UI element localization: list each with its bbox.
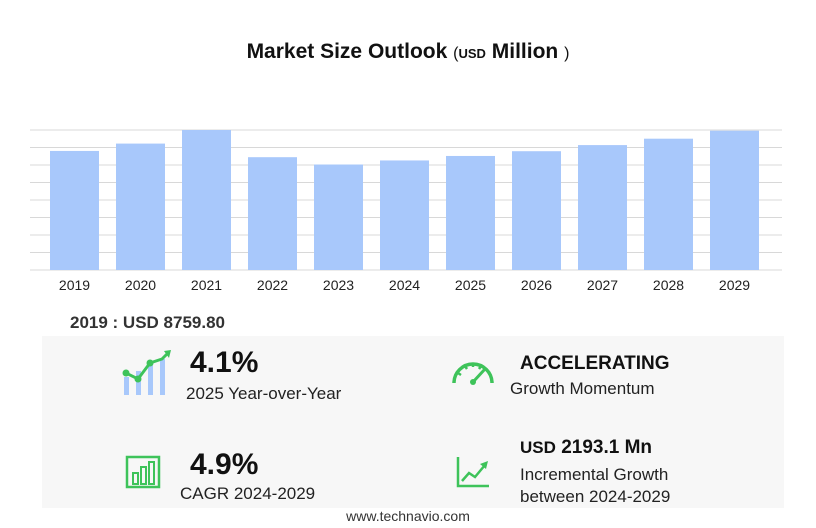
x-tick-label-2025: 2025 [455,277,486,293]
bar-2027 [578,145,627,270]
bar-2023 [314,164,363,270]
x-tick-label-2019: 2019 [59,277,90,293]
cagr-chart-icon [125,455,161,489]
title-text: Market Size Outlook [246,40,448,63]
x-tick-label-2021: 2021 [191,277,222,293]
yoy-label: 2025 Year-over-Year [186,384,342,403]
cagr-label: CAGR 2024-2029 [180,484,316,503]
unit-currency: USD [458,46,486,61]
unit-scale: Million [491,40,559,63]
momentum-label: Growth Momentum [510,379,655,398]
x-tick-label-2022: 2022 [257,277,288,293]
bar-2022 [248,157,297,270]
cagr-value: 4.9% [190,448,259,481]
incremental-label-line1: Incremental Growth [520,465,669,484]
incremental-amount: 2193.1 Mn [561,437,653,458]
yoy-growth-icon [122,350,171,395]
x-tick-label-2029: 2029 [719,277,750,293]
unit-close-paren: ) [564,45,570,62]
source-footer: www.technavio.com [346,508,470,524]
x-tick-label-2028: 2028 [653,277,684,293]
yoy-value: 4.1% [190,346,259,379]
bar-2021 [182,130,231,270]
chart-title: Market Size Outlook (USD Million ) [0,40,816,64]
bar-2025 [446,155,495,270]
x-tick-label-2027: 2027 [587,277,618,293]
incremental-currency: USD [520,438,556,457]
speedometer-icon [452,362,494,385]
bar-chart: 2019 2020 2021 2022 2023 2024 2025 2026 2027 2028… [30,129,782,293]
bar-2019 [50,150,99,270]
unit-open-paren: ( [453,45,459,62]
incremental-label-line2: between 2024-2029 [520,487,671,506]
incremental-growth-icon [456,457,489,488]
kpi-panel [42,336,784,508]
baseline-value: 2019 : USD 8759.80 [70,313,225,332]
x-tick-label-2020: 2020 [125,277,156,293]
x-tick-label-2024: 2024 [389,277,420,293]
bar-2029 [710,130,759,270]
x-tick-label-2023: 2023 [323,277,354,293]
bar-2028 [644,138,693,270]
bar-2026 [512,151,561,270]
x-tick-label-2026: 2026 [521,277,552,293]
bar-2024 [380,160,429,270]
incremental-value: USD 2193.1 Mn [520,437,652,459]
momentum-value: ACCELERATING [520,353,670,374]
bar-2020 [116,143,165,270]
